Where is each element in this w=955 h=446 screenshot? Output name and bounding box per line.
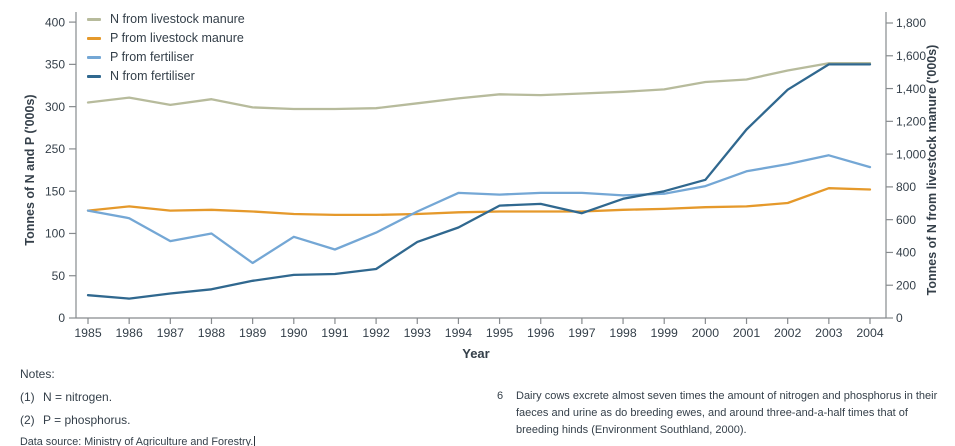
line-chart-canvas: 0 50 100 150 250 300 350 400 0 200 400 600 800 1,000 1… <box>45 12 926 340</box>
data-source-text: Data source: Ministry of Agriculture and… <box>20 436 254 446</box>
x-tick-label: 1988 <box>198 326 226 340</box>
series-line-n-from-fertiliser <box>86 63 872 300</box>
series-line-p-from-livestock-manure <box>86 187 872 217</box>
notes-heading: Notes: <box>20 367 55 381</box>
note-text: N = nitrogen. <box>43 390 113 404</box>
x-tick-label: 1987 <box>157 326 185 340</box>
note-item-1: (1) N = nitrogen. <box>20 390 440 404</box>
left-tick-label: 0 <box>58 311 65 325</box>
series-line-n-from-livestock-manure <box>86 62 872 111</box>
note-text: P = phosphorus. <box>43 413 131 427</box>
legend-label: N from livestock manure <box>110 12 245 27</box>
left-tick-label: 400 <box>45 15 65 29</box>
note-number: (1) <box>20 390 35 404</box>
legend-label: P from livestock manure <box>110 31 244 46</box>
footnote-number: 6 <box>497 390 504 402</box>
x-tick-label: 2002 <box>774 326 802 340</box>
right-tick-label: 1,600 <box>896 49 926 63</box>
right-tick-label: 1,800 <box>896 16 926 30</box>
left-tick-label: 250 <box>45 142 65 156</box>
legend-item-p-fertiliser: P from fertiliser <box>87 48 245 67</box>
x-tick-label: 2001 <box>733 326 761 340</box>
x-tick-label: 1992 <box>362 326 390 340</box>
legend-swatch-p-livestock-manure-icon <box>87 37 101 40</box>
footnote-block: 6 Dairy cows excrete almost seven times … <box>497 388 939 439</box>
left-tick-label: 100 <box>45 227 65 241</box>
x-tick-label: 1989 <box>239 326 267 340</box>
note-item-2: (2) P = phosphorus. <box>20 413 440 427</box>
x-tick-label: 1997 <box>568 326 596 340</box>
x-tick-label: 1998 <box>609 326 637 340</box>
x-tick-label: 1985 <box>74 326 102 340</box>
chart-legend: N from livestock manure P from livestock… <box>87 10 245 86</box>
right-tick-label: 600 <box>896 213 916 227</box>
x-tick-label: 1993 <box>404 326 432 340</box>
x-tick-label: 1999 <box>651 326 679 340</box>
legend-label: P from fertiliser <box>110 50 194 65</box>
right-tick-label: 1,200 <box>896 115 926 129</box>
data-source-line: Data source: Ministry of Agriculture and… <box>20 436 440 446</box>
right-tick-label: 200 <box>896 278 916 292</box>
right-tick-label: 400 <box>896 246 916 260</box>
legend-swatch-n-livestock-manure-icon <box>87 18 101 21</box>
left-tick-label: 350 <box>45 58 65 72</box>
x-tick-label: 2003 <box>815 326 843 340</box>
x-tick-label: 2000 <box>692 326 720 340</box>
legend-item-p-livestock-manure: P from livestock manure <box>87 29 245 48</box>
series-line-p-from-fertiliser <box>86 154 872 265</box>
x-tick-label: 1996 <box>527 326 555 340</box>
left-tick-label: 150 <box>45 184 65 198</box>
left-tick-label: 300 <box>45 100 65 114</box>
legend-swatch-n-fertiliser-icon <box>87 75 101 78</box>
left-tick-label: 50 <box>52 269 66 283</box>
legend-item-n-livestock-manure: N from livestock manure <box>87 10 245 29</box>
legend-swatch-p-fertiliser-icon <box>87 56 101 59</box>
x-tick-label: 1994 <box>445 326 473 340</box>
legend-label: N from fertiliser <box>110 69 195 84</box>
y-axis-title-left: Tonnes of N and P ('000s) <box>23 94 37 246</box>
y-axis-title-right: Tonnes of N from livestock manure ('000s… <box>925 44 939 296</box>
x-tick-label: 1991 <box>321 326 349 340</box>
note-number: (2) <box>20 413 35 427</box>
right-tick-label: 1,000 <box>896 147 926 161</box>
footnote-text: Dairy cows excrete almost seven times th… <box>516 390 938 436</box>
legend-item-n-fertiliser: N from fertiliser <box>87 67 245 86</box>
right-tick-label: 1,400 <box>896 82 926 96</box>
text-cursor <box>254 436 256 446</box>
x-tick-label: 2004 <box>856 326 884 340</box>
right-tick-label: 0 <box>896 311 903 325</box>
notes-block: Notes: (1) N = nitrogen. (2) P = phospho… <box>20 367 440 446</box>
x-tick-label: 1995 <box>486 326 514 340</box>
x-tick-label: 1990 <box>280 326 308 340</box>
right-tick-label: 800 <box>896 180 916 194</box>
x-axis-title: Year <box>462 346 490 361</box>
x-tick-label: 1986 <box>115 326 143 340</box>
